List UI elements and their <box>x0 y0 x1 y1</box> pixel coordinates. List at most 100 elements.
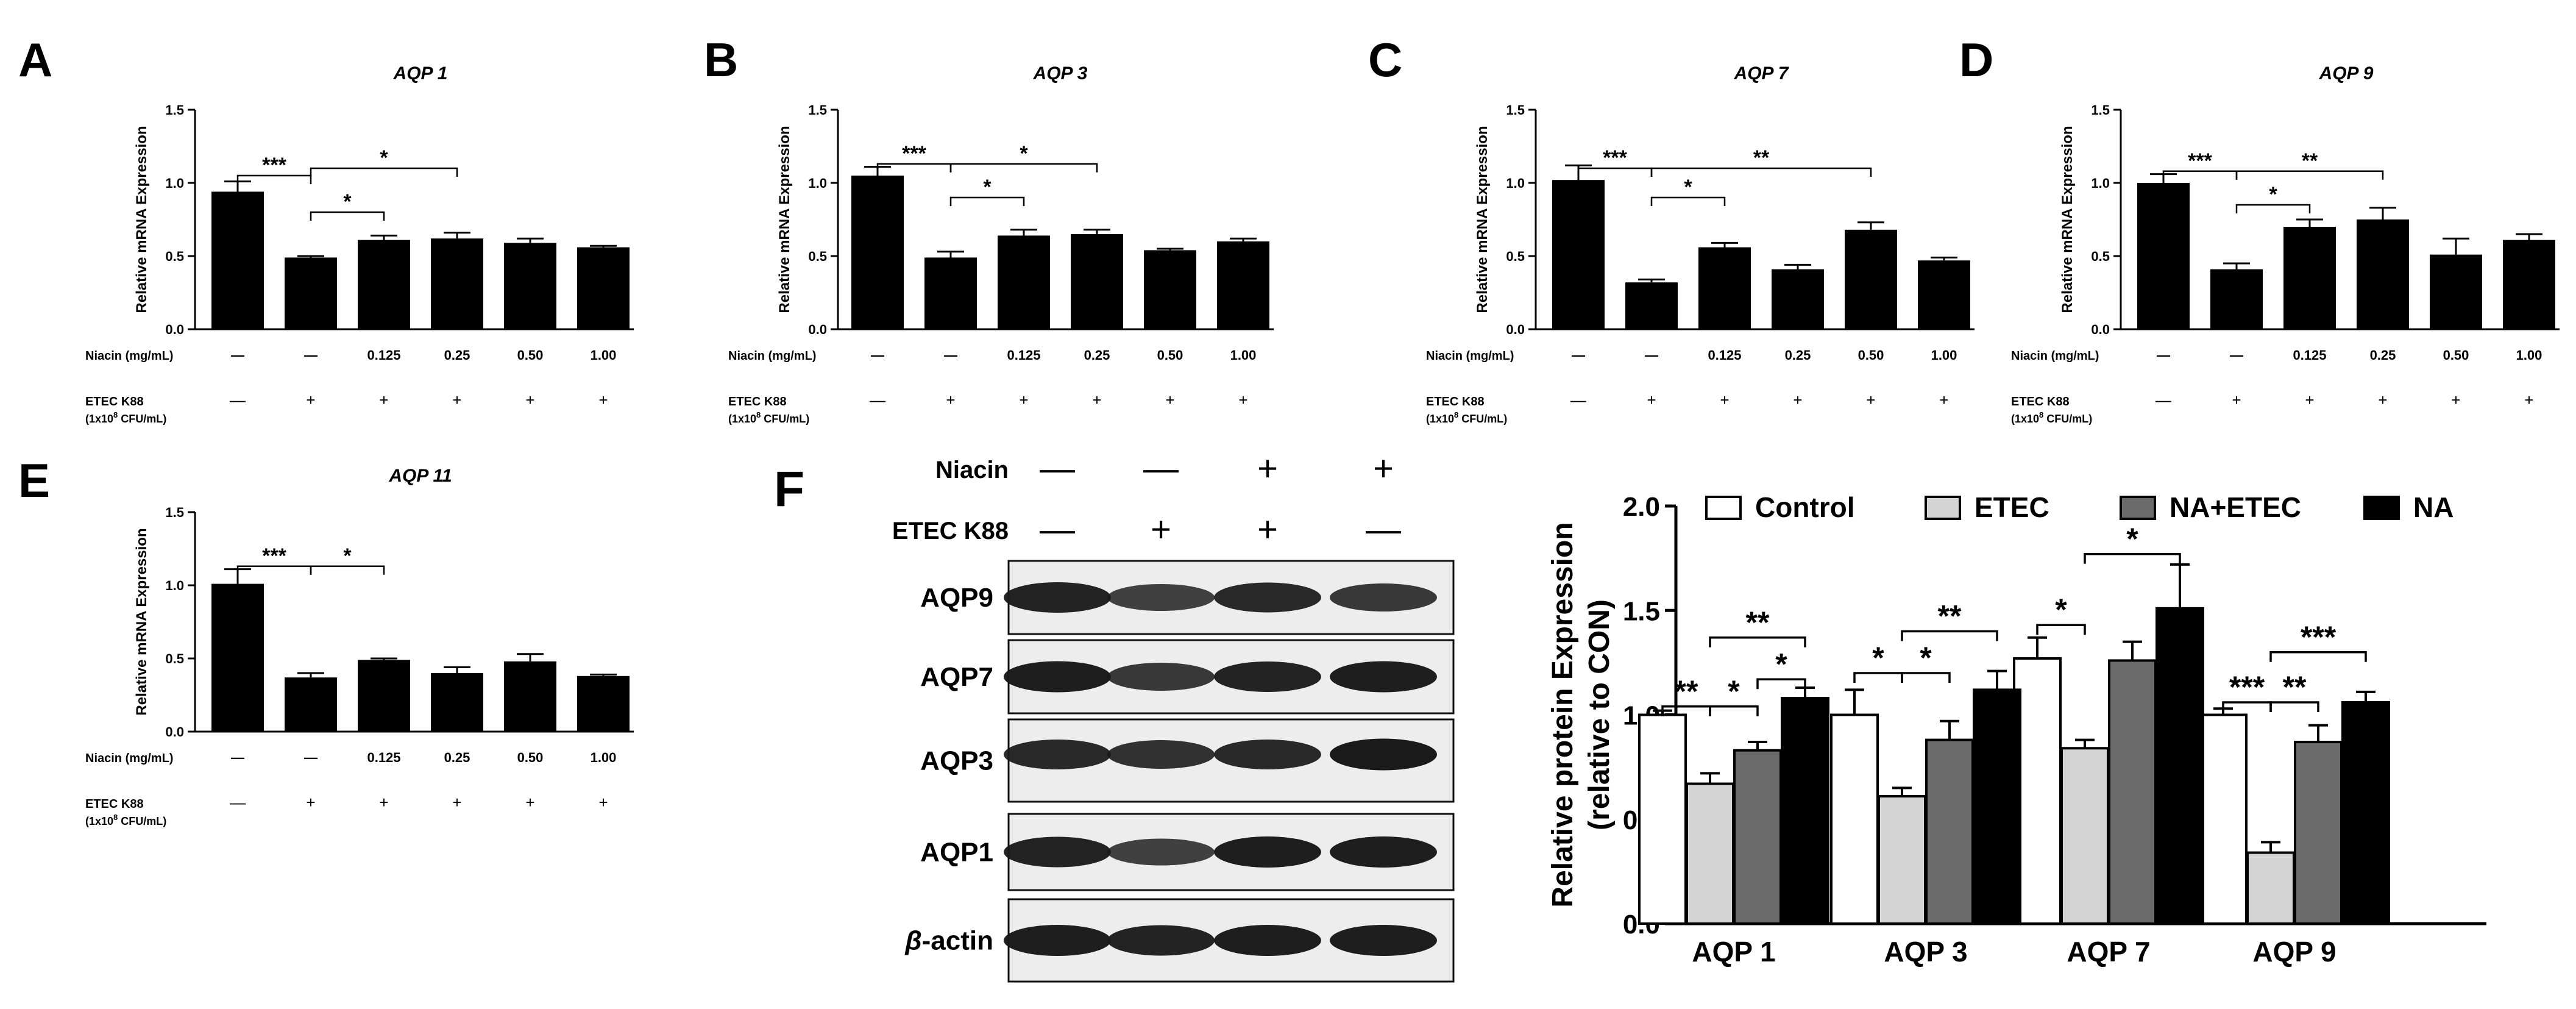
niacin-value: 0.25 <box>444 750 470 765</box>
blot-band <box>1004 925 1111 956</box>
significance-label: * <box>1775 647 1787 681</box>
blot-band <box>1107 925 1215 956</box>
y-tick-label: 1.0 <box>165 176 184 191</box>
legend-label: Control <box>1755 491 1855 523</box>
blot-band <box>1214 661 1321 692</box>
chart-title: AQP 11 <box>388 466 452 486</box>
etec-unit-suffix: CFU/mL) <box>2043 413 2092 425</box>
bar <box>2137 183 2190 329</box>
etec-value: + <box>598 793 608 811</box>
niacin-value: 0.125 <box>1708 348 1741 363</box>
y-axis-label: Relative mRNA Expression <box>2059 126 2076 313</box>
significance-label: *** <box>2188 149 2212 173</box>
bar <box>2108 659 2157 925</box>
etec-unit: (1x108 CFU/mL) <box>85 410 166 425</box>
significance-bracket <box>1756 678 1806 690</box>
bar <box>577 676 630 732</box>
bar <box>285 257 337 329</box>
significance-label: * <box>343 544 352 568</box>
significance-label: ** <box>1675 674 1698 708</box>
bar <box>1625 282 1678 329</box>
etec-value: + <box>306 793 315 811</box>
etec-unit-suffix: CFU/mL) <box>118 413 166 425</box>
x-category-label: AQP 9 <box>2252 936 2336 968</box>
etec-unit-exponent: 8 <box>113 813 118 822</box>
significance-bracket <box>310 211 385 221</box>
significance-bracket <box>2235 170 2384 180</box>
y-tick-label: 0.5 <box>165 249 184 264</box>
etec-row-label: ETEC K88 <box>1426 395 1485 408</box>
blot-band <box>1004 661 1111 693</box>
niacin-value: 0.125 <box>1007 348 1040 363</box>
significance-label: ** <box>1753 146 1770 169</box>
legend-swatch <box>2363 496 2400 520</box>
bar <box>1925 738 1974 925</box>
legend-label: NA <box>2413 491 2454 523</box>
bar <box>1144 250 1196 329</box>
significance-label: * <box>1684 176 1692 199</box>
niacin-value: — <box>2157 348 2170 363</box>
chart-title: AQP 3 <box>1033 63 1088 84</box>
etec-value: + <box>1238 391 1247 409</box>
significance-bracket <box>2235 204 2311 213</box>
blot-loading-prefix: β <box>904 926 921 956</box>
significance-bracket <box>2084 553 2181 564</box>
panel-letter: C <box>1368 33 1402 87</box>
significance-label: * <box>380 146 388 169</box>
significance-bracket <box>949 196 1025 206</box>
blot-band-label: AQP7 <box>920 662 993 692</box>
niacin-value: — <box>231 348 244 363</box>
bar <box>577 247 630 329</box>
y-axis-label: Relative mRNA Expression <box>776 126 793 313</box>
y-axis-label-line-1: Relative protein Expression <box>1547 522 1579 907</box>
blot-loading-suffix: -actin <box>922 926 993 956</box>
bar <box>358 240 410 329</box>
etec-value: + <box>1647 391 1656 409</box>
niacin-value: — <box>2230 348 2243 363</box>
etec-value: — <box>1570 391 1586 409</box>
blot-band <box>1330 583 1437 611</box>
y-tick-label: 1.5 <box>2091 102 2110 118</box>
blot-header-value: + <box>1373 449 1394 488</box>
etec-unit-suffix: CFU/mL) <box>761 413 809 425</box>
significance-label: *** <box>262 154 286 177</box>
chart-title: AQP 1 <box>393 63 448 84</box>
panel-letter: E <box>18 454 50 507</box>
bar <box>1071 234 1123 329</box>
etec-value: + <box>2524 391 2533 409</box>
bar <box>2156 607 2204 925</box>
bar <box>1845 229 1897 329</box>
bar <box>2294 741 2343 925</box>
bar <box>2210 269 2263 329</box>
panel-E: E AQP 11 Relative mRNA Expression 0.0 0.5 1.0… <box>18 454 634 827</box>
etec-value: + <box>1939 391 1948 409</box>
niacin-value: 1.00 <box>1931 348 1957 363</box>
blot-header-value: — <box>1040 449 1075 488</box>
bar <box>1781 697 1829 925</box>
etec-value: + <box>2305 391 2314 409</box>
significance-bracket <box>2162 170 2238 180</box>
legend-swatch <box>1925 496 1961 520</box>
y-axis-label-line-2: (relative to CON) <box>1583 599 1616 830</box>
etec-unit: (1x108 CFU/mL) <box>85 813 166 827</box>
blot-header-value: + <box>1257 449 1278 488</box>
bar <box>851 176 904 329</box>
niacin-value: — <box>304 348 318 363</box>
niacin-value: 0.125 <box>367 348 400 363</box>
significance-bracket <box>236 174 312 184</box>
significance-bracket <box>2269 701 2319 712</box>
significance-label: *** <box>262 544 286 568</box>
panel-B: B AQP 3 Relative mRNA Expression 0.0 0.5 1.0 1… <box>704 33 1274 425</box>
significance-label: ** <box>1938 599 1962 633</box>
etec-value: + <box>2378 391 2387 409</box>
significance-label: ** <box>2283 670 2307 704</box>
bar <box>1918 260 1970 329</box>
y-axis-label: Relative protein Expression (relative to … <box>1547 522 1616 907</box>
bar <box>998 235 1050 329</box>
legend-swatch <box>1705 496 1742 520</box>
bar <box>2341 701 2390 925</box>
significance-bracket <box>236 565 312 575</box>
significance-label: * <box>343 190 352 213</box>
significance-bracket <box>1901 630 1998 641</box>
